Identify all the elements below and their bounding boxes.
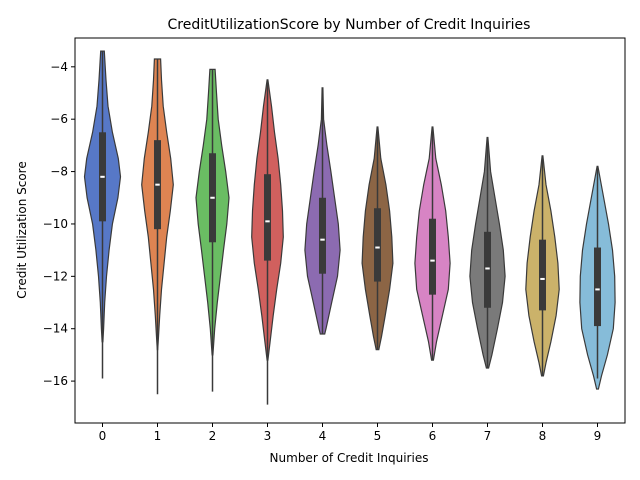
y-tick-label: −8 <box>50 165 68 179</box>
violin-iqr-box <box>429 218 436 295</box>
violin-median <box>210 196 215 199</box>
y-tick-label: −4 <box>50 60 68 74</box>
violin-8 <box>525 155 560 377</box>
violin-median <box>375 246 380 249</box>
violin-median <box>155 183 160 186</box>
violin-iqr-box <box>374 208 381 282</box>
violin-2 <box>195 68 230 392</box>
y-tick-label: −10 <box>43 217 68 231</box>
violin-4 <box>304 87 341 335</box>
y-tick-label: −16 <box>43 374 68 388</box>
violin-iqr-box <box>264 174 271 261</box>
violin-median <box>100 175 105 178</box>
y-tick-label: −14 <box>43 322 68 336</box>
violin-median <box>485 267 490 270</box>
violin-6 <box>414 126 451 361</box>
x-tick-label: 8 <box>539 429 547 443</box>
violin-iqr-box <box>484 231 491 308</box>
x-tick-label: 1 <box>154 429 162 443</box>
y-axis-label: Credit Utilization Score <box>15 161 29 298</box>
plot-frame <box>74 37 626 424</box>
violin-0 <box>83 50 122 379</box>
y-tick-label: −12 <box>43 269 68 283</box>
y-tick-label: −6 <box>50 112 68 126</box>
y-axis-ticks: −4 −6 −8 −10 −12 −14 −16 <box>43 60 75 388</box>
violin-7 <box>469 136 506 369</box>
violin-median <box>430 259 435 262</box>
violin-3 <box>251 79 284 405</box>
violin-median <box>265 220 270 223</box>
violin-iqr-box <box>594 247 601 327</box>
violin-5 <box>361 126 394 351</box>
violin-group <box>83 50 616 405</box>
x-tick-label: 0 <box>99 429 107 443</box>
x-tick-label: 5 <box>374 429 382 443</box>
violin-1 <box>141 58 174 395</box>
violin-iqr-box <box>539 239 546 311</box>
x-tick-label: 9 <box>594 429 602 443</box>
violin-median <box>595 288 600 291</box>
x-tick-label: 6 <box>429 429 437 443</box>
x-tick-label: 2 <box>209 429 217 443</box>
x-tick-label: 7 <box>484 429 492 443</box>
x-axis-label: Number of Credit Inquiries <box>270 451 429 465</box>
chart-title: CreditUtilizationScore by Number of Cred… <box>168 17 531 33</box>
x-tick-label: 3 <box>264 429 272 443</box>
violin-median <box>320 238 325 241</box>
violin-9 <box>579 165 616 390</box>
x-tick-label: 4 <box>319 429 327 443</box>
violin-iqr-box <box>319 197 326 274</box>
violin-median <box>540 277 545 280</box>
x-axis-ticks: 0 1 2 3 4 5 6 7 8 9 <box>99 423 602 443</box>
